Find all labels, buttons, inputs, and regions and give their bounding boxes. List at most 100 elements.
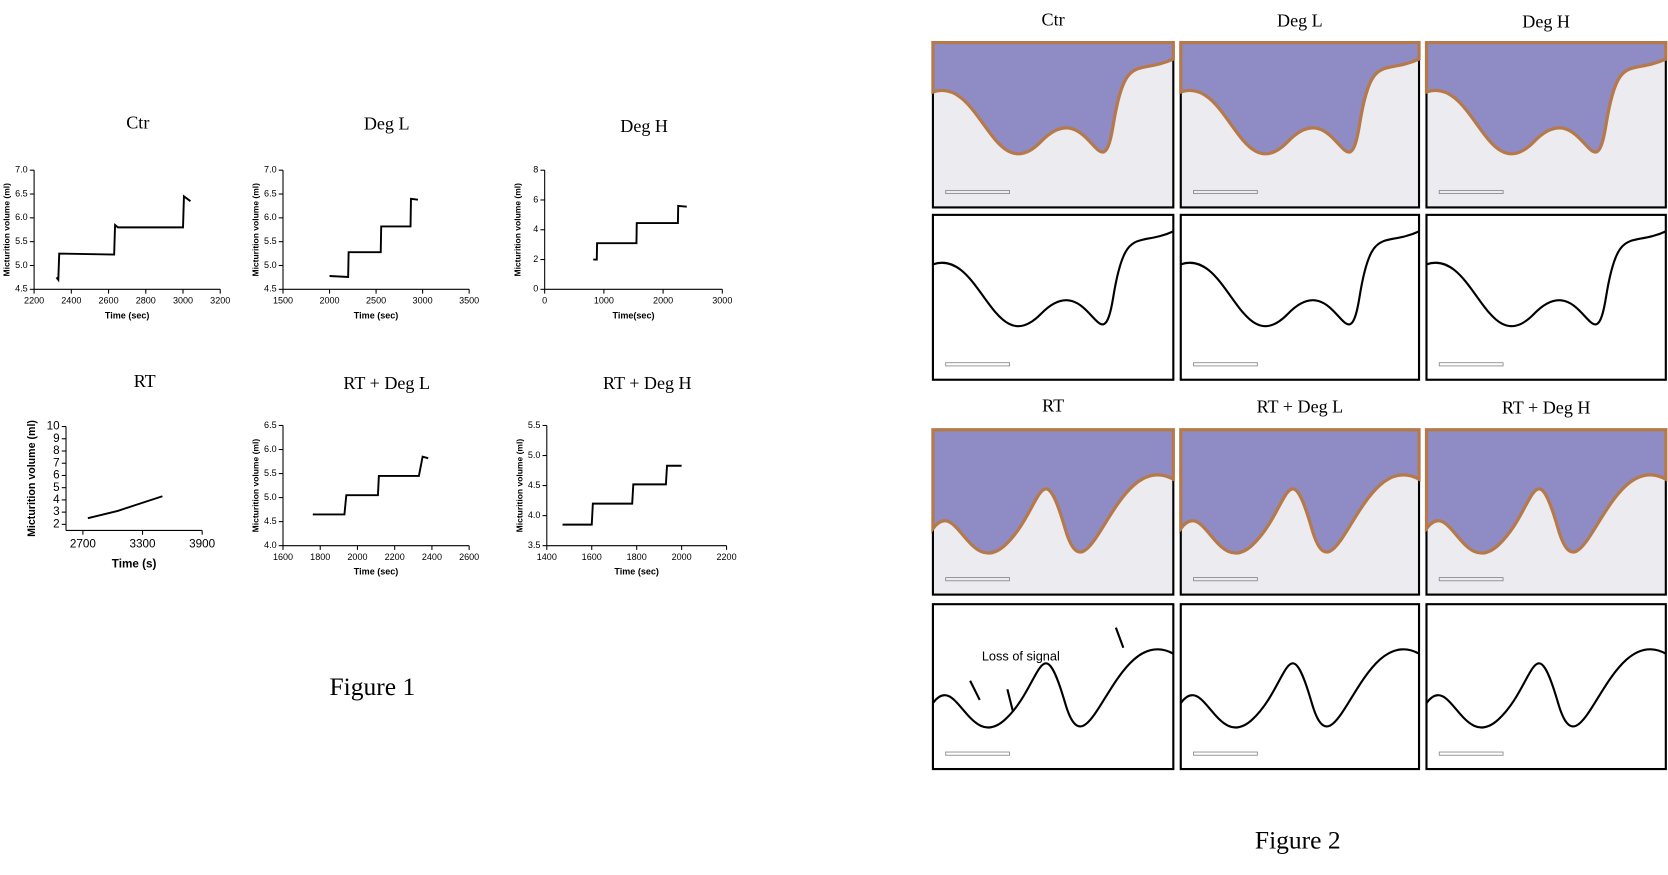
panel-title: Deg L <box>1277 10 1323 30</box>
y-tick-label: 9 <box>53 432 60 445</box>
data-line <box>312 455 429 516</box>
y-tick-label: 6.5 <box>264 420 277 430</box>
data-line <box>562 464 682 526</box>
x-axis-label: Time (sec) <box>354 310 399 320</box>
arrow <box>1114 627 1125 649</box>
x-tick-label: 3200 <box>210 295 230 305</box>
arrows <box>969 627 1125 711</box>
panel-title: RT <box>1042 396 1064 416</box>
panel-frame <box>931 213 1175 381</box>
scale-bar <box>1438 751 1504 756</box>
data-line <box>87 495 163 520</box>
scale-bar <box>1438 189 1504 195</box>
figure-caption: Figure 2 <box>1255 825 1341 854</box>
tissue <box>1424 428 1668 555</box>
chart-title: RT + Deg L <box>343 373 430 393</box>
y-tick-label: 4 <box>533 224 538 234</box>
y-tick-label: 4.5 <box>528 480 541 490</box>
y-tick-label: 2 <box>533 254 538 264</box>
chart-title: Deg L <box>364 114 410 134</box>
x-tick-label: 2000 <box>347 552 367 562</box>
panel-title: Deg H <box>1522 12 1570 32</box>
y-tick-label: 4.5 <box>264 516 277 526</box>
panel-frame <box>931 603 1175 771</box>
scale-bar <box>1193 577 1258 582</box>
y-tick-label: 7.0 <box>15 165 28 175</box>
y-tick-label: 6.5 <box>15 188 28 198</box>
x-tick-label: 2500 <box>366 295 386 305</box>
x-tick-label: 3000 <box>712 295 732 305</box>
y-tick-label: 4.0 <box>528 510 541 520</box>
x-tick-label: 3000 <box>413 295 433 305</box>
annotation: Loss of signal <box>982 649 1060 664</box>
y-tick-label: 6.5 <box>264 188 277 198</box>
x-axis-label: Time(sec) <box>612 310 654 320</box>
x-tick-label: 1800 <box>310 552 330 562</box>
arrow <box>1006 689 1014 711</box>
y-tick-label: 5.5 <box>264 236 277 246</box>
x-tick-label: 1600 <box>582 552 602 562</box>
outline-trace <box>1425 648 1667 729</box>
figure-caption: Figure 1 <box>329 672 415 701</box>
y-tick-label: 7 <box>53 456 60 469</box>
y-tick-label: 6.0 <box>264 444 277 454</box>
y-tick-label: 5.0 <box>264 492 277 502</box>
x-tick-label: 2000 <box>672 552 692 562</box>
scale-bar <box>1193 751 1258 756</box>
chart-title: Deg H <box>620 116 668 136</box>
x-tick-label: 1600 <box>273 552 293 562</box>
tissue <box>1424 40 1668 156</box>
scale-bar <box>1438 362 1504 367</box>
y-tick-label: 5.0 <box>15 260 28 270</box>
x-tick-label: 0 <box>542 295 547 305</box>
y-axis-label: Micturition volume (ml) <box>512 183 522 277</box>
y-tick-label: 5.5 <box>15 236 28 246</box>
y-axis-label: Micturition volume (ml) <box>514 439 524 533</box>
y-tick-label: 6.0 <box>264 212 277 222</box>
x-tick-label: 2200 <box>717 552 737 562</box>
x-tick-label: 3900 <box>189 537 216 550</box>
y-tick-label: 5.5 <box>528 420 541 430</box>
y-tick-label: 0 <box>533 284 538 294</box>
y-tick-label: 10 <box>47 420 61 433</box>
x-tick-label: 1800 <box>627 552 647 562</box>
scale-bar <box>1193 362 1258 367</box>
panel-title: RT + Deg L <box>1257 397 1344 417</box>
x-tick-label: 2200 <box>24 295 44 305</box>
y-tick-label: 7.0 <box>264 165 277 175</box>
data-line <box>329 197 419 278</box>
outline-trace <box>1426 230 1667 328</box>
x-tick-label: 3300 <box>130 537 157 550</box>
y-tick-label: 5.5 <box>264 468 277 478</box>
y-tick-label: 4.5 <box>264 284 277 294</box>
scale-bar <box>945 362 1010 367</box>
panel-frame <box>1425 603 1667 771</box>
x-tick-label: 1500 <box>273 295 293 305</box>
tissue <box>1179 40 1421 156</box>
y-tick-label: 8 <box>53 444 60 457</box>
panel-title: Ctr <box>1042 9 1065 29</box>
chart-title: Ctr <box>126 113 149 133</box>
outline-trace <box>932 230 1174 328</box>
x-tick-label: 2000 <box>319 295 339 305</box>
x-tick-label: 2200 <box>385 552 405 562</box>
scale-bar <box>1193 189 1258 195</box>
y-tick-label: 6 <box>533 194 538 204</box>
x-tick-label: 2000 <box>653 295 673 305</box>
y-tick-label: 8 <box>533 165 538 175</box>
y-axis-label: Micturition volume (ml) <box>26 420 38 537</box>
x-axis-label: Time (sec) <box>105 310 150 320</box>
y-tick-label: 5.0 <box>528 450 541 460</box>
panel-frame <box>1179 603 1421 771</box>
x-axis-label: Time (s) <box>112 558 157 571</box>
chart-title: RT + Deg H <box>603 373 692 393</box>
data-line <box>593 204 687 261</box>
panel-frame <box>1179 213 1421 381</box>
tissue <box>931 428 1175 555</box>
y-tick-label: 4 <box>53 493 60 506</box>
y-tick-label: 3 <box>53 505 60 518</box>
y-tick-label: 2 <box>53 517 60 530</box>
x-tick-label: 2700 <box>70 537 97 550</box>
outline-trace <box>932 648 1174 729</box>
